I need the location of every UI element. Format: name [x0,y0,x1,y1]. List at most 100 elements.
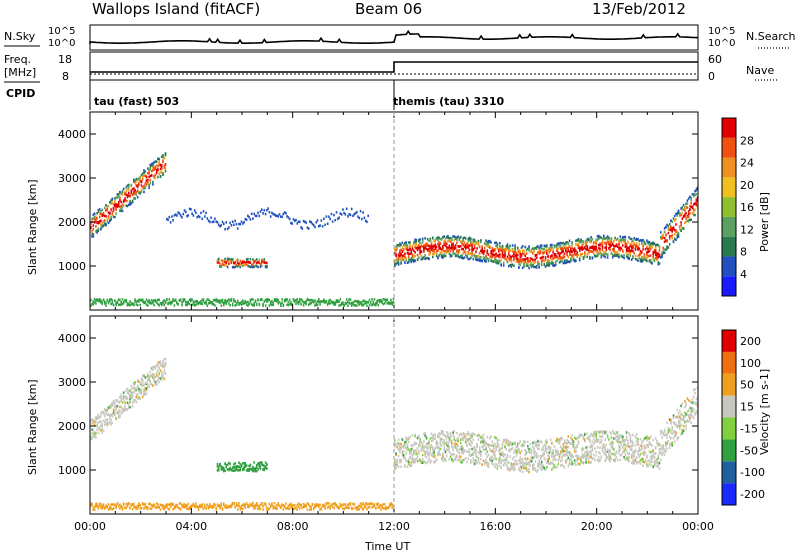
heatmap-cell [419,438,421,441]
heatmap-cell [514,244,516,247]
heatmap-cell [160,378,163,382]
heatmap-cell [608,457,610,461]
heatmap-cell [677,235,680,238]
heatmap-cell [225,264,228,267]
heatmap-cell [135,300,138,303]
heatmap-cell [542,248,544,251]
heatmap-cell [120,393,122,397]
heatmap-cell [125,408,128,411]
heatmap-cell [115,408,117,411]
heatmap-cell [124,192,126,195]
heatmap-cell [428,249,430,253]
heatmap-cell [154,375,157,379]
heatmap-cell [581,252,584,256]
heatmap-cell [649,451,652,454]
heatmap-cell [226,265,229,269]
heatmap-cell [672,416,675,420]
heatmap-cell [681,429,684,433]
heatmap-cell [676,211,679,215]
heatmap-cell [504,257,506,260]
heatmap-cell [243,221,245,224]
heatmap-cell [600,455,603,458]
heatmap-cell [675,223,677,226]
heatmap-cell [356,210,358,214]
heatmap-cell [497,254,500,257]
heatmap-cell [572,258,575,262]
heatmap-cell [513,252,515,256]
heatmap-cell [501,246,504,249]
heatmap-cell [128,389,130,393]
heatmap-cell [537,245,539,248]
heatmap-cell [269,215,272,218]
heatmap-cell [435,237,438,240]
heatmap-cell [654,256,657,260]
heatmap-cell [563,259,566,263]
heatmap-cell [508,257,510,260]
heatmap-cell [591,449,594,452]
heatmap-cell [499,253,501,256]
heatmap-cell [639,449,642,452]
heatmap-cell [546,250,548,253]
heatmap-cell [191,212,193,215]
heatmap-cell [566,439,568,442]
heatmap-cell [616,245,619,248]
heatmap-cell [553,252,556,256]
heatmap-cell [120,192,122,195]
heatmap-cell [629,448,632,451]
heatmap-cell [117,195,120,198]
heatmap-cell [212,220,215,223]
heatmap-cell [542,255,544,259]
heatmap-cell [533,261,535,264]
heatmap-cell [499,447,501,450]
heatmap-cell [186,214,188,218]
heatmap-cell [414,434,416,438]
heatmap-cell [135,393,138,397]
heatmap-cell [233,223,235,226]
heatmap-cell [556,249,558,252]
heatmap-cell [442,432,444,436]
heatmap-cell [321,300,324,303]
heatmap-cell [439,439,442,443]
heatmap-cell [639,459,642,462]
heatmap-cell [495,446,497,450]
heatmap-cell [116,411,119,414]
heatmap-cell [187,300,190,304]
heatmap-cell [616,254,619,258]
heatmap-cell [679,214,681,218]
heatmap-cell [122,199,125,202]
heatmap-cell [451,237,453,240]
heatmap-cell [658,246,661,250]
heatmap-cell [511,447,514,450]
heatmap-cell [489,457,491,460]
heatmap-cell [562,256,565,259]
freq-unit: [MHz] [4,66,37,79]
x-axis-label: Time UT [365,540,411,553]
heatmap-cell [160,171,163,174]
heatmap-cell [471,241,473,244]
heatmap-cell [590,461,592,464]
heatmap-cell [96,424,98,427]
heatmap-cell [635,432,638,436]
heatmap-cell [442,441,444,444]
heatmap-cell [152,169,154,172]
heatmap-cell [451,454,453,457]
heatmap-cell [557,459,559,462]
heatmap-cell [115,208,117,211]
heatmap-cell [249,257,252,261]
heatmap-cell [429,451,432,454]
heatmap-cell [525,461,528,465]
heatmap-cell [467,451,470,454]
heatmap-cell [381,300,383,303]
cpid-label: CPID [6,87,36,100]
heatmap-cell [98,299,101,303]
heatmap-cell [105,422,107,425]
heatmap-cell [508,461,510,464]
heatmap-cell [606,240,609,244]
heatmap-cell [610,252,613,255]
heatmap-cell [452,235,454,238]
heatmap-cell [570,458,572,462]
heatmap-cell [492,448,495,451]
heatmap-cell [671,432,673,435]
heatmap-cell [152,372,154,376]
heatmap-cell [395,253,397,256]
